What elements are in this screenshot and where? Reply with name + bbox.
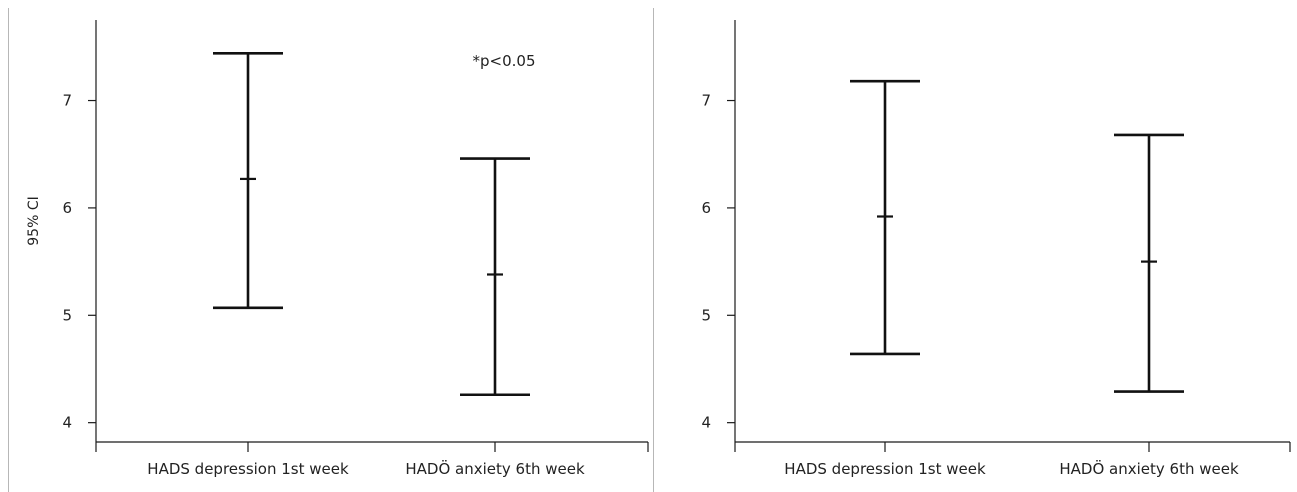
error-bar-right-2 [1114,133,1184,393]
x-category-label-right: HADÖ anxiety 6th week [1059,459,1239,478]
errorbar-chart-left: 4 5 6 7 HADS depression 1st week HADÖ anxiety… [8,8,649,492]
y-tick-label-right: 7 [701,92,711,110]
y-tick-label-left: 4 [62,414,72,432]
x-category-label-left: HADS depression 1st week [147,460,349,478]
y-axis-label-left: 95% CI [26,196,42,245]
y-tick-label-left: 7 [62,92,72,110]
error-bar-left-2 [460,157,530,397]
errorbar-chart-right: 4 5 6 7 HADS depression 1st week HADÖ anxiety… [653,8,1291,492]
y-tick-label-right: 4 [701,414,711,432]
y-tick-label-left: 6 [62,199,72,217]
error-bar-right-1 [850,79,920,356]
chart-panel-right: 4 5 6 7 HADS depression 1st week HADÖ anxiety… [653,0,1297,492]
significance-annotation: *p<0.05 [473,52,536,70]
chart-panel-left: 4 5 6 7 HADS depression 1st week HADÖ anxiety… [8,8,649,492]
x-category-label-right: HADS depression 1st week [784,460,986,478]
error-bar-left-1 [213,51,283,310]
y-tick-label-right: 6 [701,199,711,217]
y-tick-label-left: 5 [62,306,72,324]
y-tick-label-right: 5 [701,306,711,324]
x-category-label-left: HADÖ anxiety 6th week [405,459,585,478]
